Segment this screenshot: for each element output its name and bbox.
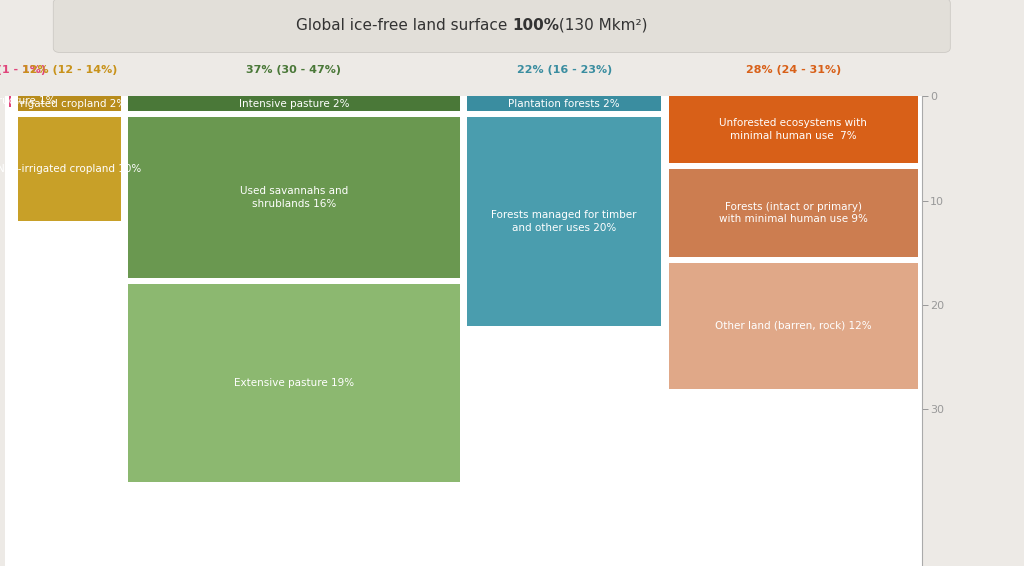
Text: 1% (1 - 1%): 1% (1 - 1%): [0, 65, 46, 75]
Bar: [669, 96, 918, 163]
Text: Unforested ecosystems with
minimal human use  7%: Unforested ecosystems with minimal human…: [719, 118, 867, 141]
Text: Plantation forests 2%: Plantation forests 2%: [508, 98, 620, 109]
Text: Irrigated cropland 2%: Irrigated cropland 2%: [12, 98, 126, 109]
Bar: [128, 284, 460, 482]
Bar: [18, 117, 121, 221]
Text: Used savannahs and
shrublands 16%: Used savannahs and shrublands 16%: [240, 186, 348, 209]
Text: 12% (12 - 14%): 12% (12 - 14%): [22, 65, 117, 75]
Bar: [128, 117, 460, 278]
Text: 100%: 100%: [512, 18, 559, 33]
Text: 22% (16 - 23%): 22% (16 - 23%): [516, 65, 611, 75]
Text: Infrastructure 1%: Infrastructure 1%: [0, 96, 55, 106]
Bar: [9, 96, 10, 106]
Text: Forests managed for timber
and other uses 20%: Forests managed for timber and other use…: [492, 211, 637, 233]
Bar: [467, 117, 662, 326]
Bar: [467, 96, 662, 111]
Text: 37% (30 - 47%): 37% (30 - 47%): [247, 65, 341, 75]
Text: Extensive pasture 19%: Extensive pasture 19%: [233, 378, 354, 388]
Text: Forests (intact or primary)
with minimal human use 9%: Forests (intact or primary) with minimal…: [719, 202, 867, 224]
Bar: [18, 96, 121, 111]
Text: (130 Mkm²): (130 Mkm²): [554, 18, 647, 33]
Bar: [669, 169, 918, 257]
Text: Global ice-free land surface: Global ice-free land surface: [296, 18, 512, 33]
Text: Intensive pasture 2%: Intensive pasture 2%: [239, 98, 349, 109]
Text: 28% (24 - 31%): 28% (24 - 31%): [745, 65, 841, 75]
Bar: [669, 263, 918, 388]
Text: Other land (barren, rock) 12%: Other land (barren, rock) 12%: [715, 321, 871, 331]
Text: Non-irrigated cropland 10%: Non-irrigated cropland 10%: [0, 164, 141, 174]
Bar: [128, 96, 460, 111]
